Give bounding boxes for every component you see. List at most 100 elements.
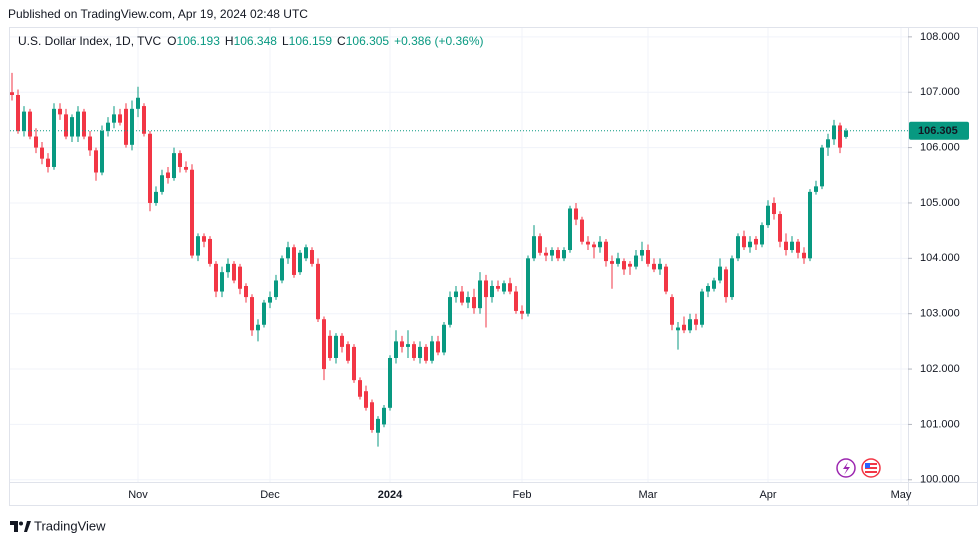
candle-body — [574, 208, 578, 220]
candle-body — [250, 297, 254, 331]
candle-body — [22, 111, 26, 131]
candle-body — [538, 236, 542, 253]
legend-header: U.S. Dollar Index, 1D, TVC O106.193 H106.3… — [18, 34, 484, 48]
candle-body — [616, 258, 620, 264]
candle-body — [118, 114, 122, 123]
candle-body — [94, 150, 98, 173]
candle-body — [808, 191, 812, 259]
candle-body — [736, 236, 740, 259]
y-tick-label: 108.000 — [920, 31, 960, 43]
x-tick-label: Dec — [260, 489, 280, 501]
candle-body — [370, 402, 374, 430]
candle-body — [778, 214, 782, 242]
candle-body — [154, 191, 158, 203]
candle-body — [604, 241, 608, 262]
candle-body — [286, 247, 290, 259]
candle-body — [844, 130, 848, 137]
candle-body — [526, 258, 530, 314]
candle-body — [784, 241, 788, 251]
candle-body — [664, 266, 668, 292]
y-tick-label: 102.000 — [920, 363, 960, 375]
candle-body — [646, 250, 650, 264]
change-value: +0.386 (+0.36%) — [394, 34, 483, 48]
tradingview-logo — [10, 521, 31, 532]
candle-body — [226, 263, 230, 273]
candle-body — [508, 283, 512, 292]
candle-body — [322, 319, 326, 370]
candle-body — [610, 261, 614, 264]
candle-body — [496, 286, 500, 289]
candle-body — [838, 125, 842, 148]
candle-body — [562, 250, 566, 259]
candle-body — [826, 139, 830, 148]
candle-body — [670, 297, 674, 325]
candle-body — [676, 327, 680, 331]
y-tick-label: 105.000 — [920, 197, 960, 209]
candle-body — [70, 117, 74, 137]
logo-mark — [10, 521, 18, 532]
candle-body — [268, 297, 272, 303]
candle-body — [622, 261, 626, 270]
candle-body — [274, 280, 278, 298]
candle-body — [802, 252, 806, 259]
candle-body — [568, 208, 572, 251]
candle-body — [502, 283, 506, 292]
candle-body — [394, 341, 398, 358]
candle-body — [388, 357, 392, 408]
candle-body — [640, 250, 644, 256]
candle-body — [214, 263, 218, 292]
candle-body — [256, 324, 260, 331]
last-price-tag — [909, 121, 969, 140]
candle-body — [448, 297, 452, 325]
candle-body — [208, 238, 212, 264]
candle-body — [244, 286, 248, 298]
candle-body — [514, 291, 518, 311]
flag-stripe — [865, 465, 877, 467]
candle-body — [544, 252, 548, 256]
candle-body — [262, 302, 266, 325]
candle-body — [598, 241, 602, 248]
symbol-title: U.S. Dollar Index, 1D, TVC — [18, 34, 161, 48]
candle-body — [280, 258, 284, 281]
candle-body — [358, 380, 362, 397]
event-icons — [836, 458, 881, 478]
x-tick-label: Nov — [128, 489, 148, 501]
logo-dot — [19, 521, 23, 526]
candle-body — [472, 297, 476, 309]
candle-body — [748, 241, 752, 248]
x-tick-label: Mar — [639, 489, 658, 501]
candle-body — [430, 341, 434, 361]
y-tick-label: 100.000 — [920, 474, 960, 486]
candle-body — [100, 130, 104, 173]
candle-body — [814, 186, 818, 192]
candle-body — [166, 172, 170, 179]
candle-body — [178, 153, 182, 167]
candle-body — [628, 263, 632, 267]
candle-body — [340, 335, 344, 347]
candle-body — [580, 219, 584, 242]
candle-body — [130, 108, 134, 145]
ohlc-value: 106.348 — [234, 34, 278, 48]
x-tick-label: May — [891, 489, 912, 501]
candle-body — [298, 252, 302, 273]
candle-body — [58, 108, 62, 115]
candle-body — [466, 297, 470, 303]
candle-body — [592, 244, 596, 248]
candle-body — [532, 236, 536, 259]
lightning-glyph — [843, 462, 850, 475]
candle-body — [346, 344, 350, 361]
candle-body — [484, 280, 488, 298]
candle-body — [418, 346, 422, 358]
candle-body — [400, 341, 404, 347]
candle-body — [148, 133, 152, 203]
candle-body — [700, 291, 704, 325]
candle-body — [694, 319, 698, 325]
flag-stripe — [865, 469, 877, 471]
candle-body — [232, 263, 236, 281]
candle-body — [136, 97, 140, 109]
candle-body — [172, 153, 176, 179]
candle-body — [124, 108, 128, 145]
candle-body — [190, 169, 194, 256]
